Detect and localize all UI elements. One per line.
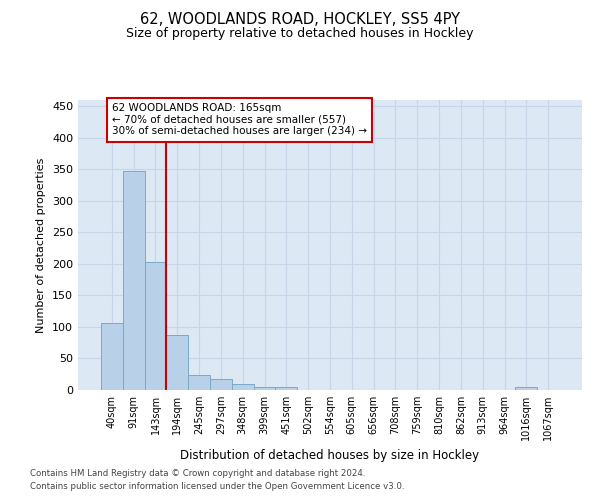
Bar bbox=[254, 387, 275, 390]
Text: Contains HM Land Registry data © Crown copyright and database right 2024.: Contains HM Land Registry data © Crown c… bbox=[30, 468, 365, 477]
Text: 62 WOODLANDS ROAD: 165sqm
← 70% of detached houses are smaller (557)
30% of semi: 62 WOODLANDS ROAD: 165sqm ← 70% of detac… bbox=[112, 103, 367, 136]
Bar bbox=[166, 334, 188, 390]
Bar bbox=[210, 378, 232, 390]
Bar bbox=[123, 170, 145, 390]
Bar bbox=[515, 388, 537, 390]
X-axis label: Distribution of detached houses by size in Hockley: Distribution of detached houses by size … bbox=[181, 448, 479, 462]
Bar bbox=[145, 262, 166, 390]
Bar bbox=[101, 322, 123, 390]
Text: 62, WOODLANDS ROAD, HOCKLEY, SS5 4PY: 62, WOODLANDS ROAD, HOCKLEY, SS5 4PY bbox=[140, 12, 460, 28]
Bar bbox=[188, 375, 210, 390]
Text: Contains public sector information licensed under the Open Government Licence v3: Contains public sector information licen… bbox=[30, 482, 404, 491]
Y-axis label: Number of detached properties: Number of detached properties bbox=[37, 158, 46, 332]
Bar bbox=[275, 388, 297, 390]
Text: Size of property relative to detached houses in Hockley: Size of property relative to detached ho… bbox=[126, 28, 474, 40]
Bar bbox=[232, 384, 254, 390]
